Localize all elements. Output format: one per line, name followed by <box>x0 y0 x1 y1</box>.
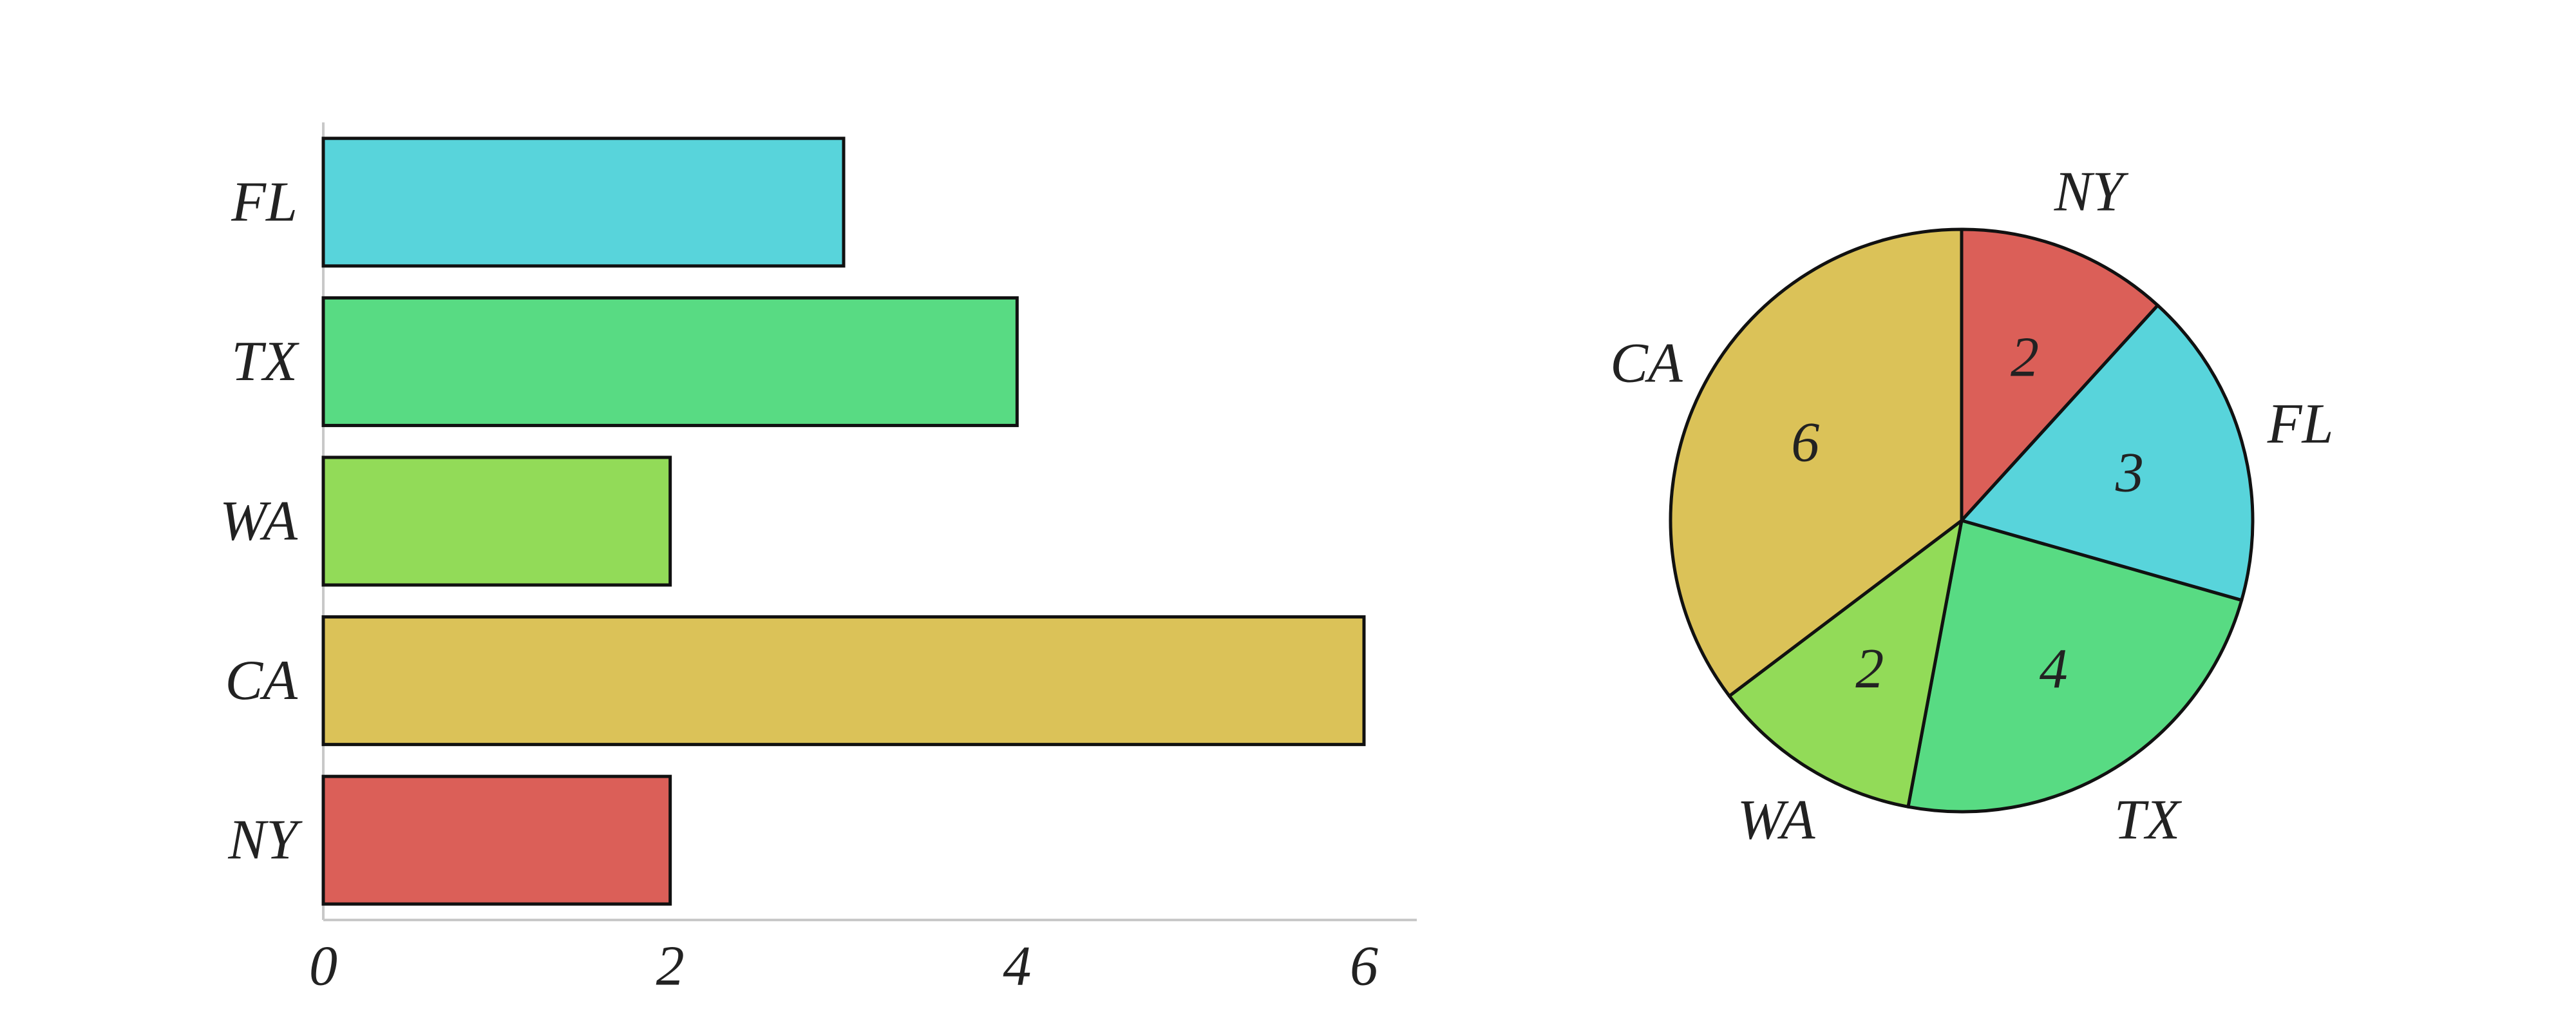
x-tick-label-2: 2 <box>656 935 685 998</box>
bar-ny <box>321 774 672 906</box>
pie-category-label-wa: WA <box>1738 789 1816 852</box>
pie-slice-ca <box>1669 227 1964 698</box>
bar-fl <box>321 137 846 268</box>
pie-slice-tx <box>1906 519 2244 814</box>
y-tick-label-ny: NY <box>227 809 303 872</box>
y-tick-label-tx: TX <box>231 330 299 393</box>
bar-tx <box>321 296 1019 427</box>
pie-value-label-ca: 6 <box>1791 412 1819 474</box>
y-tick-label-fl: FL <box>231 171 298 233</box>
pie-value-label-wa: 2 <box>1855 638 1884 700</box>
pie-category-label-tx: TX <box>2114 789 2183 852</box>
y-tick-label-ca: CA <box>225 649 299 712</box>
pie-slice-ny <box>1960 227 2160 522</box>
pie-slice-fl <box>1960 303 2255 602</box>
pie-category-label-fl: FL <box>2267 393 2334 455</box>
pie-value-label-tx: 4 <box>2040 638 2068 700</box>
x-tick-label-6: 6 <box>1350 935 1378 998</box>
bar-wa <box>321 455 672 587</box>
pie-category-label-ca: CA <box>1610 332 1683 395</box>
pie-slice-wa <box>1727 519 1964 809</box>
pie-chart: 2 NY 3 FL 4 TX 2 WA 6 CA <box>1610 161 2333 852</box>
bar-ca <box>321 615 1366 747</box>
x-tick-label-4: 4 <box>1003 935 1031 998</box>
bar-chart: FL TX WA CA NY0 2 4 6 <box>220 122 1417 998</box>
y-tick-label-wa: WA <box>220 490 298 553</box>
pie-category-label-ny: NY <box>2054 161 2129 224</box>
x-tick-label-0: 0 <box>309 935 337 998</box>
pie-value-label-ny: 2 <box>2011 327 2039 389</box>
pie-value-label-fl: 3 <box>2115 441 2144 504</box>
